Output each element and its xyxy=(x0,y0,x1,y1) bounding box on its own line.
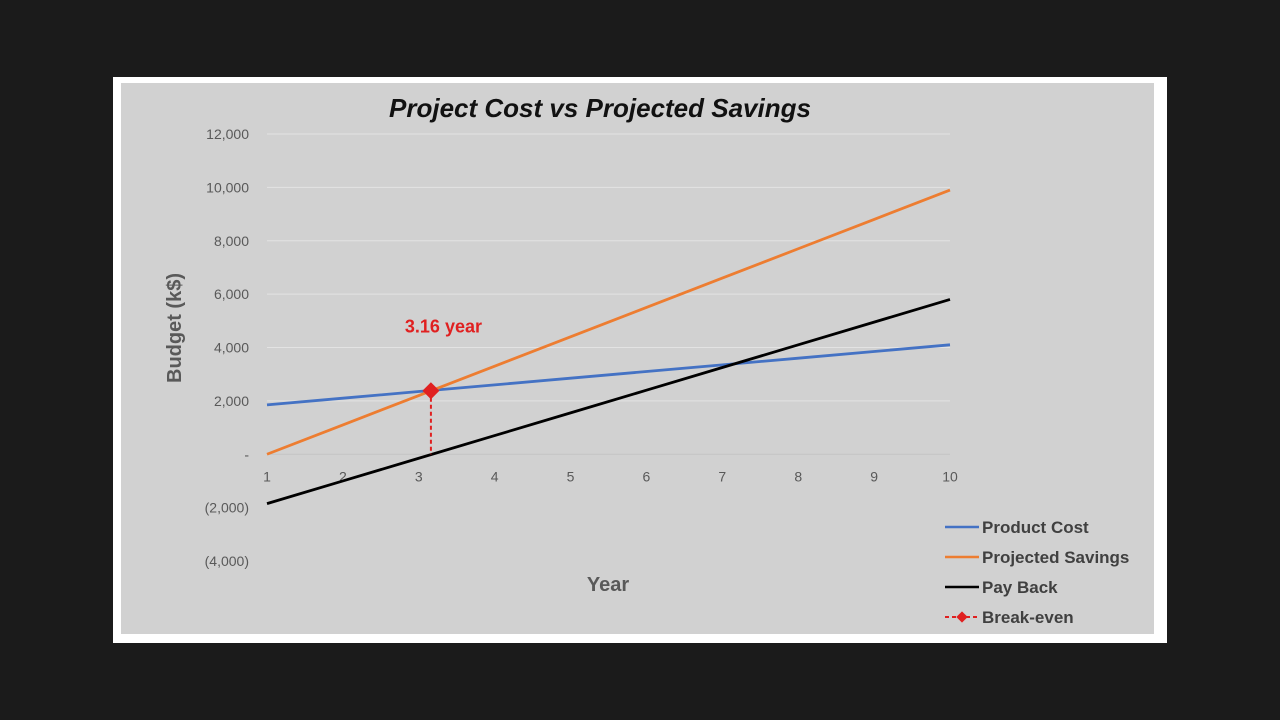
pay-back-line xyxy=(266,298,951,505)
y-tick-label: 2,000 xyxy=(214,393,249,409)
y-tick-label: 10,000 xyxy=(206,179,249,195)
x-tick-label: 6 xyxy=(643,468,651,484)
legend-label: Break-even xyxy=(982,608,1074,627)
legend-label: Product Cost xyxy=(982,518,1089,537)
legend-label: Pay Back xyxy=(982,578,1058,597)
y-tick-label: (4,000) xyxy=(205,553,249,569)
y-axis-label: Budget (k$) xyxy=(164,273,186,383)
x-tick-label: 8 xyxy=(794,468,802,484)
chart-title: Project Cost vs Projected Savings xyxy=(389,93,811,123)
y-tick-label: - xyxy=(244,446,249,462)
legend-marker-break-even xyxy=(956,611,968,623)
x-tick-label: 3 xyxy=(415,468,423,484)
x-tick-label: 9 xyxy=(870,468,878,484)
x-tick-label: 5 xyxy=(567,468,575,484)
chart-frame: Project Cost vs Projected Savings 12,000… xyxy=(113,77,1167,643)
y-tick-label: 8,000 xyxy=(214,233,249,249)
line-chart: Project Cost vs Projected Savings 12,000… xyxy=(164,93,1129,627)
y-tick-label: 12,000 xyxy=(206,126,249,142)
x-axis-label: Year xyxy=(587,574,629,596)
y-axis-ticks: 12,000 10,000 8,000 6,000 4,000 2,000 - (2,000)… xyxy=(205,126,250,569)
legend-label: Projected Savings xyxy=(982,548,1129,567)
x-tick-label: 2 xyxy=(339,468,347,484)
x-axis-ticks: 1 2 3 4 5 6 7 8 9 10 xyxy=(263,468,958,484)
x-tick-label: 10 xyxy=(942,468,958,484)
x-tick-label: 4 xyxy=(491,468,499,484)
break-even-annotation: 3.16 year xyxy=(405,317,482,337)
y-tick-label: 6,000 xyxy=(214,286,249,302)
chart-area: Project Cost vs Projected Savings 12,000… xyxy=(121,83,1154,634)
legend: Product Cost Projected Savings Pay Back Bre… xyxy=(945,518,1129,627)
x-tick-label: 1 xyxy=(263,468,271,484)
y-tick-label: 4,000 xyxy=(214,340,249,356)
y-tick-label: (2,000) xyxy=(205,500,249,516)
x-tick-label: 7 xyxy=(718,468,726,484)
product-cost-line xyxy=(266,343,951,407)
break-even-group: 3.16 year xyxy=(405,317,482,455)
projected-savings-line xyxy=(266,188,951,456)
series-lines xyxy=(266,188,951,505)
grid-lines xyxy=(267,133,950,455)
break-even-marker xyxy=(422,382,440,400)
